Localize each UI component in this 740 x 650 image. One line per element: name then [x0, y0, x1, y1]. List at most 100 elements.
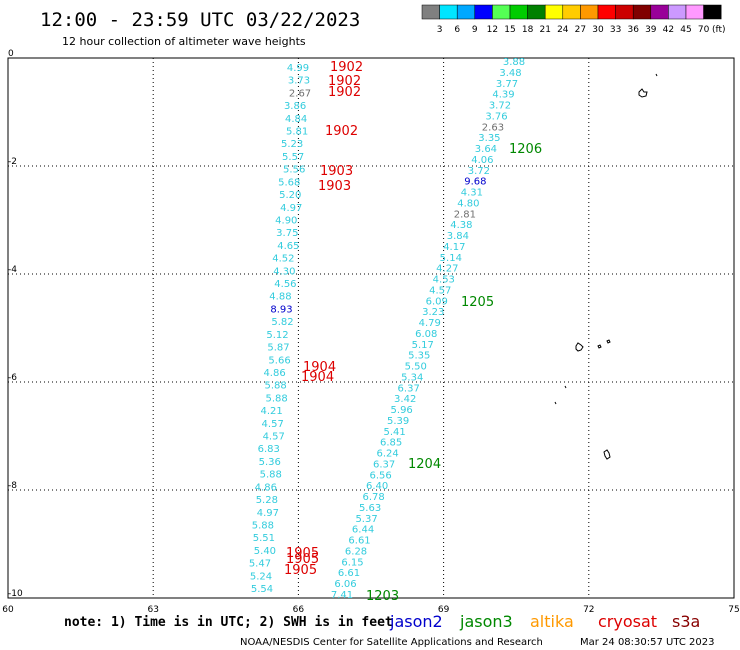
swh-value: 5.88	[264, 381, 286, 392]
island-outline	[564, 385, 567, 389]
color-scale-label: 70	[698, 25, 710, 35]
color-scale-swatch	[439, 4, 458, 20]
swh-value: 6.08	[415, 329, 437, 340]
island-outlines	[554, 73, 658, 460]
island-outline	[655, 73, 658, 77]
swh-value: 6.44	[352, 525, 374, 536]
time-label: 1903	[318, 179, 351, 194]
swh-value: 5.39	[387, 416, 409, 427]
color-scale-swatch	[527, 4, 546, 20]
swh-value: 5.63	[359, 503, 381, 514]
swh-value: 4.99	[287, 63, 309, 74]
time-label: 1904	[303, 360, 336, 375]
swh-value: 9.68	[464, 177, 486, 188]
swh-value: 6.40	[366, 481, 388, 492]
color-scale-label: 30	[592, 25, 604, 35]
longitude-label: 63	[147, 605, 158, 615]
time-label: 1902	[328, 74, 361, 89]
swh-value: 5.81	[286, 127, 308, 138]
color-scale-label: 3	[437, 25, 443, 35]
swh-value: 5.88	[266, 393, 288, 404]
swh-value: 6.09	[426, 296, 448, 307]
color-scale-label: 18	[522, 25, 534, 35]
swh-value: 4.65	[277, 241, 299, 252]
swh-value: 2.67	[289, 88, 311, 99]
legend-s3a: s3a	[672, 612, 700, 631]
latitude-label: -8	[8, 481, 17, 491]
latitude-label: 0	[8, 49, 14, 59]
swh-value: 6.15	[341, 557, 363, 568]
map-frame	[7, 57, 735, 599]
color-scale-label: 24	[557, 25, 569, 35]
swh-value: 3.42	[394, 394, 416, 405]
satellite-legend: jason2 jason3 altika cryosat s3a	[389, 612, 700, 631]
swh-value: 3.72	[489, 101, 511, 112]
swh-value: 4.97	[280, 203, 302, 214]
color-scale-label: 12	[487, 25, 498, 35]
graticule	[8, 58, 734, 598]
swh-value: 8.93	[270, 304, 292, 315]
color-scale-label: 15	[504, 25, 515, 35]
color-scale-swatch	[544, 4, 564, 20]
time-label: 1904	[301, 370, 334, 385]
time-label: 1206	[509, 142, 542, 157]
island-outline	[603, 449, 611, 460]
swh-value: 6.06	[334, 579, 356, 590]
color-scale-swatch	[685, 4, 704, 20]
latitude-label: -2	[8, 157, 17, 167]
swh-value: 5.47	[249, 559, 271, 570]
swh-value: 3.77	[496, 79, 518, 90]
time-label: 1902	[330, 60, 363, 75]
swh-value: 6.61	[348, 536, 370, 547]
swh-value: 5.96	[391, 405, 413, 416]
color-scale-swatch	[492, 4, 511, 20]
color-scale-swatch	[632, 4, 652, 20]
island-outline	[597, 344, 602, 349]
swh-value: 4.57	[262, 419, 284, 430]
footer-note: note: 1) Time is in UTC; 2) SWH is in fe…	[64, 615, 393, 630]
swh-value: 4.80	[457, 198, 479, 209]
swh-value: 6.37	[373, 459, 395, 470]
color-scale-label: 6	[454, 25, 460, 35]
latitude-label: -10	[8, 589, 23, 599]
swh-value: 3.72	[468, 166, 490, 177]
swh-value: 5.12	[266, 330, 288, 341]
swh-value: 4.79	[419, 318, 441, 329]
color-scale-swatch	[456, 4, 476, 20]
island-outline	[575, 342, 584, 352]
swh-value: 4.06	[471, 155, 493, 166]
color-scale-label: 36	[627, 25, 639, 35]
swh-value: 6.28	[345, 546, 367, 557]
map-subtitle: 12 hour collection of altimeter wave hei…	[62, 35, 306, 48]
swh-value: 5.24	[250, 571, 272, 582]
swh-value: 4.30	[273, 266, 295, 277]
color-scale-swatch	[421, 4, 440, 20]
time-label: 1905	[286, 546, 319, 561]
swh-value: 3.76	[485, 111, 507, 122]
swh-value: 4.31	[461, 188, 483, 199]
color-scale-swatch	[615, 4, 634, 20]
color-scale-swatch	[650, 4, 669, 20]
axis-labels: 0 -2 -4 -6 -8 -10 60 63 66 69 72 75	[2, 49, 739, 615]
swh-value: 6.83	[258, 444, 280, 455]
swh-value: 4.86	[255, 482, 277, 493]
swh-value: 3.48	[499, 68, 521, 79]
legend-altika: altika	[530, 612, 574, 631]
swh-value: 4.90	[275, 215, 297, 226]
swh-value: 2.63	[482, 122, 504, 133]
color-scale-swatch	[562, 4, 581, 20]
swh-value: 4.21	[261, 406, 283, 417]
color-scale-label: 21	[539, 25, 550, 35]
color-scale-swatch	[474, 4, 493, 20]
swh-value: 6.85	[380, 438, 402, 449]
color-scale: 3 6 9 12 15 18 21 24 27 30 33 36 39 42 45 70	[421, 4, 722, 35]
swh-value: 4.27	[436, 264, 458, 275]
swh-value: 3.88	[503, 57, 525, 68]
color-scale-swatch	[597, 4, 616, 20]
island-outline	[554, 401, 557, 405]
swh-value: 5.56	[283, 165, 305, 176]
time-label: 1902	[328, 85, 361, 100]
swh-value: 6.24	[376, 449, 398, 460]
swh-value: 5.36	[259, 457, 281, 468]
